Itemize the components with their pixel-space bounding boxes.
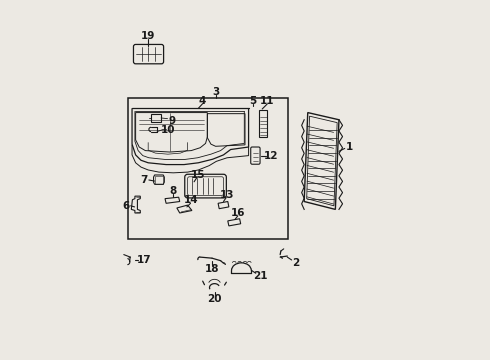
Text: 13: 13 xyxy=(220,190,234,200)
Text: 10: 10 xyxy=(161,125,175,135)
Text: 12: 12 xyxy=(264,150,278,161)
Bar xyxy=(151,114,161,122)
Text: 5: 5 xyxy=(249,96,257,106)
Text: 7: 7 xyxy=(140,175,147,185)
Bar xyxy=(259,110,267,137)
Text: 14: 14 xyxy=(184,195,198,206)
Text: 1: 1 xyxy=(346,142,353,152)
Text: 17: 17 xyxy=(137,255,151,265)
Text: 20: 20 xyxy=(207,294,222,304)
Text: 19: 19 xyxy=(141,31,155,41)
Text: 2: 2 xyxy=(293,258,299,268)
Text: 15: 15 xyxy=(191,170,206,180)
Text: 11: 11 xyxy=(260,96,274,106)
Text: 9: 9 xyxy=(169,116,176,126)
Text: 4: 4 xyxy=(199,96,206,106)
Text: 6: 6 xyxy=(122,201,129,211)
Text: 21: 21 xyxy=(253,271,268,281)
Bar xyxy=(155,176,163,184)
Text: 18: 18 xyxy=(205,264,219,274)
Text: 16: 16 xyxy=(231,208,246,218)
Text: 8: 8 xyxy=(170,186,177,196)
Text: 3: 3 xyxy=(213,87,220,97)
Bar xyxy=(128,98,288,239)
